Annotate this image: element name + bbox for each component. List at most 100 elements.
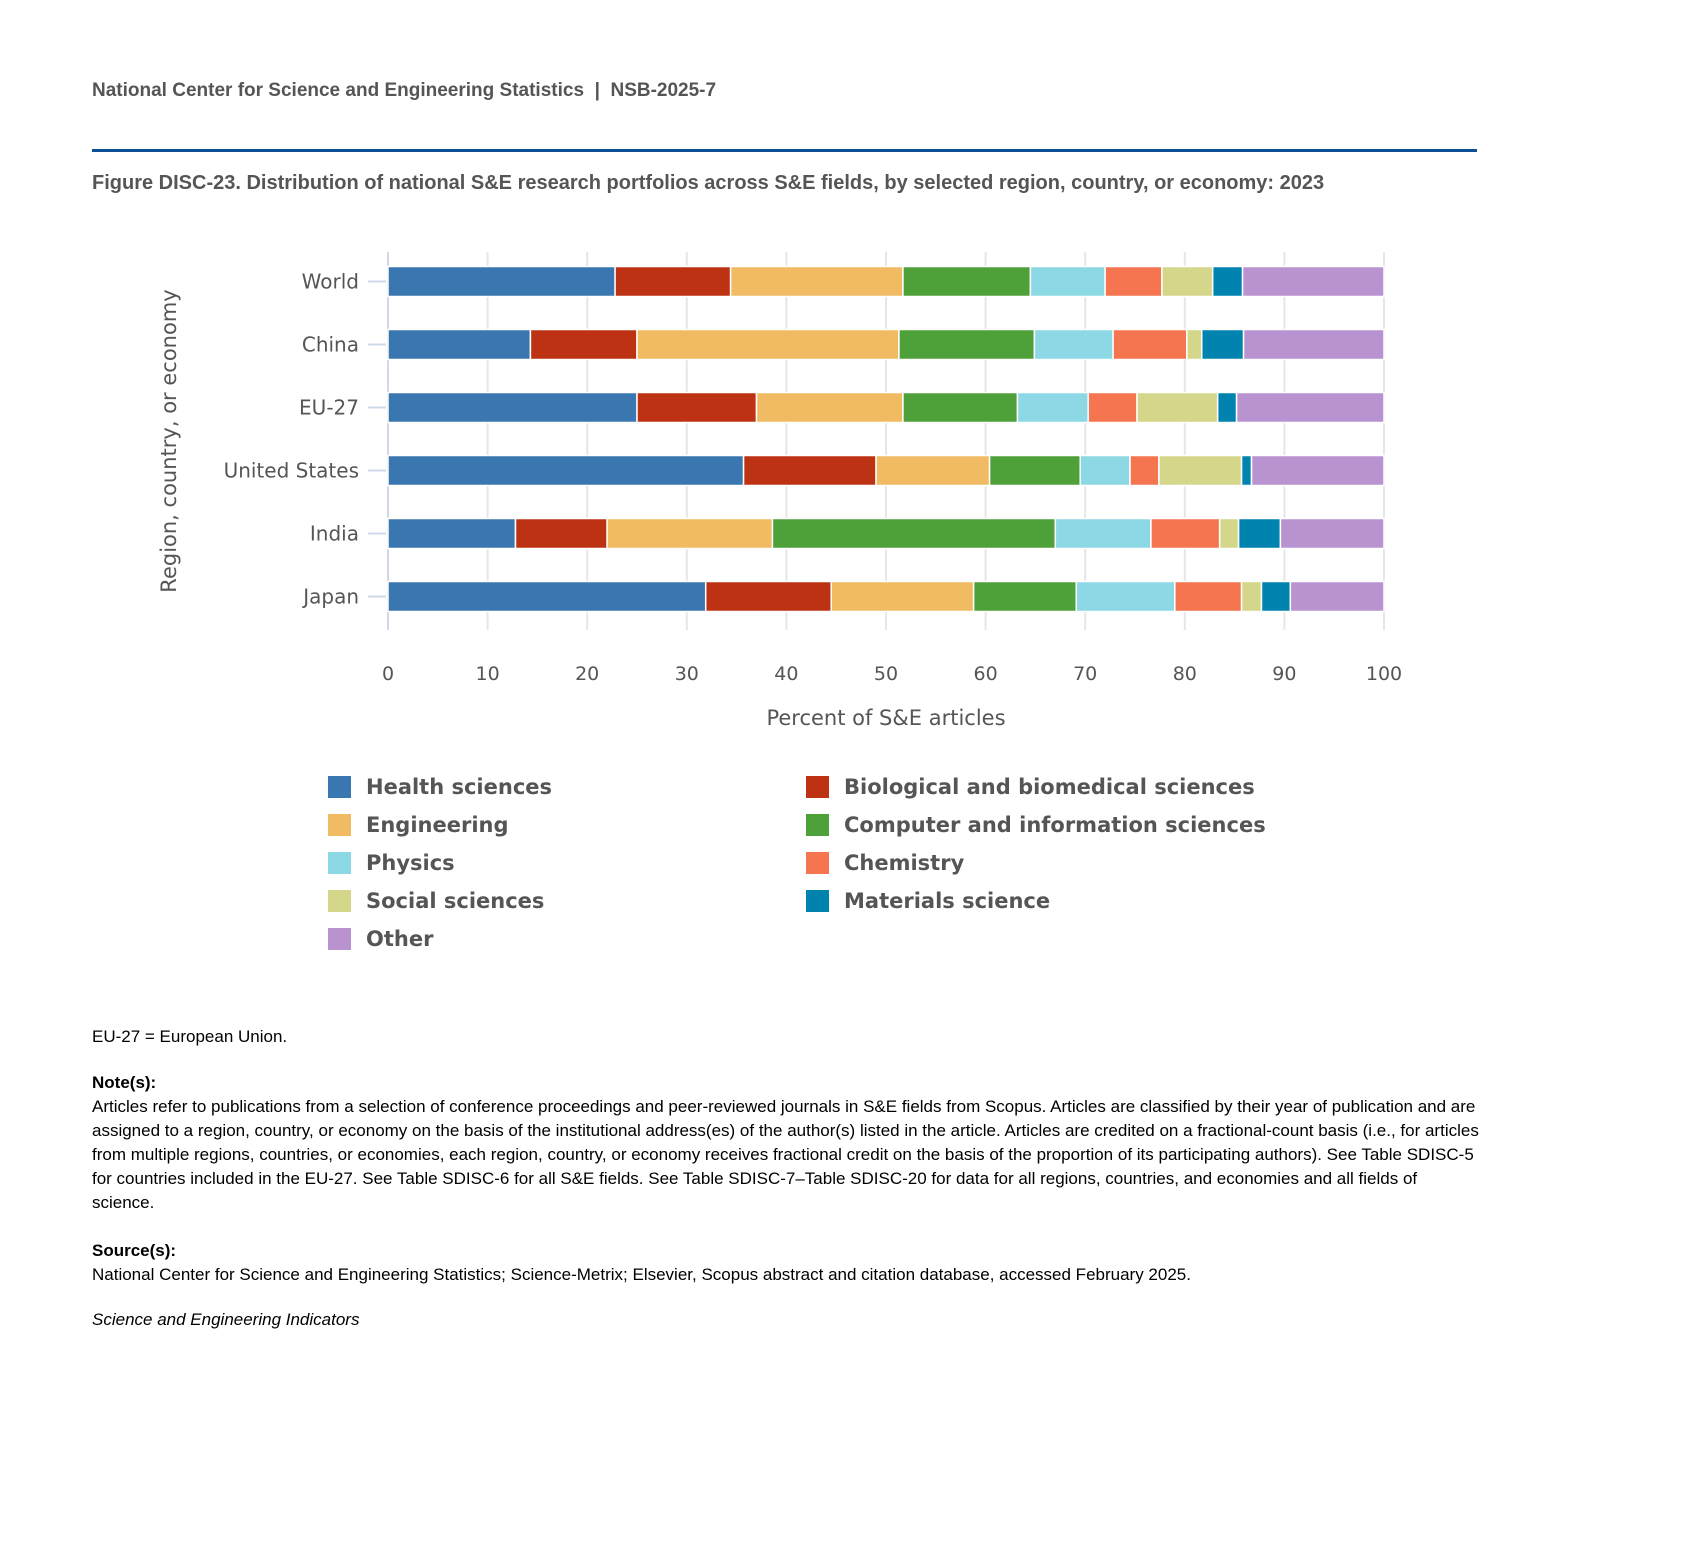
bar-segment bbox=[729, 265, 904, 298]
bar-segment bbox=[1075, 580, 1176, 613]
abbreviation-note: EU-27 = European Union. bbox=[92, 1027, 288, 1046]
legend-item: Computer and information sciences bbox=[806, 813, 1284, 837]
bar-segment bbox=[1218, 517, 1240, 550]
legend-item: Physics bbox=[328, 851, 806, 875]
y-tick-label: United States bbox=[224, 459, 359, 483]
legend-label: Computer and information sciences bbox=[844, 813, 1266, 837]
org-name: National Center for Science and Engineer… bbox=[92, 80, 585, 101]
bar-segment bbox=[988, 454, 1081, 487]
header: National Center for Science and Engineer… bbox=[92, 80, 716, 102]
bar-segment bbox=[972, 580, 1077, 613]
figure-title: Figure DISC-23. Distribution of national… bbox=[92, 172, 1325, 194]
notes-label: Note(s): bbox=[92, 1073, 157, 1092]
legend-swatch bbox=[806, 776, 829, 798]
legend-item: Social sciences bbox=[328, 889, 806, 913]
legend-swatch bbox=[328, 814, 351, 836]
bar-segment bbox=[529, 328, 638, 361]
bar-segment bbox=[1242, 328, 1385, 361]
x-tick-label: 40 bbox=[774, 663, 798, 685]
source-label: Source(s): bbox=[92, 1241, 177, 1260]
bar-segment bbox=[742, 454, 877, 487]
legend-swatch bbox=[328, 852, 351, 874]
bar-segment bbox=[1235, 391, 1385, 424]
bar-segment bbox=[1104, 265, 1163, 298]
header-rule bbox=[92, 149, 1477, 152]
bar-segment bbox=[755, 391, 904, 424]
bar-segment bbox=[1158, 454, 1243, 487]
y-tick-label: Japan bbox=[301, 585, 359, 609]
bar-segment bbox=[1033, 328, 1114, 361]
y-axis-title: Region, country, or economy bbox=[157, 289, 181, 592]
bar-segment bbox=[1029, 265, 1106, 298]
x-tick-label: 70 bbox=[1073, 663, 1097, 685]
x-tick-label: 100 bbox=[1366, 663, 1402, 685]
legend-swatch bbox=[806, 852, 829, 874]
legend-label: Health sciences bbox=[366, 775, 553, 799]
bar-segment bbox=[1186, 328, 1203, 361]
bar-segment bbox=[875, 454, 991, 487]
bar-segment bbox=[387, 454, 745, 487]
chart: 0 10 20 30 40 50 60 70 80 90 100 World China EU-27 Uni… bbox=[157, 252, 1402, 730]
bar-segment bbox=[1161, 265, 1214, 298]
legend-item: Other bbox=[328, 927, 806, 951]
bar-segment bbox=[1279, 517, 1385, 550]
legend-label: Chemistry bbox=[844, 851, 965, 875]
bar-segment bbox=[606, 517, 774, 550]
y-tick-label: India bbox=[310, 522, 359, 546]
legend-label: Physics bbox=[366, 851, 455, 875]
y-tick-label: China bbox=[302, 333, 359, 357]
legend: Health sciences Biological and biomedical… bbox=[328, 775, 1284, 951]
bar-segment bbox=[1087, 391, 1138, 424]
bar-segment bbox=[1054, 517, 1152, 550]
bar-segment bbox=[1237, 517, 1282, 550]
bar-segment bbox=[1129, 454, 1160, 487]
x-tick-label: 10 bbox=[476, 663, 500, 685]
bar-segment bbox=[387, 265, 616, 298]
y-tick-label: World bbox=[302, 270, 359, 294]
bar-segment bbox=[1240, 454, 1253, 487]
bar-segment bbox=[898, 328, 1036, 361]
bar-segment bbox=[902, 265, 1032, 298]
publication-name: Science and Engineering Indicators bbox=[92, 1310, 360, 1329]
legend-label: Other bbox=[366, 927, 434, 951]
bar-segment bbox=[771, 517, 1057, 550]
bar-segment bbox=[1241, 265, 1385, 298]
bar-segment bbox=[1150, 517, 1221, 550]
legend-swatch bbox=[328, 776, 351, 798]
bar-segment bbox=[1289, 580, 1385, 613]
legend-item: Biological and biomedical sciences bbox=[806, 775, 1284, 799]
notes-text: Articles refer to publications from a se… bbox=[92, 1097, 1479, 1212]
bar-segment bbox=[387, 580, 707, 613]
separator: | bbox=[594, 80, 600, 101]
legend-label: Materials science bbox=[844, 889, 1051, 913]
bar-segment bbox=[1112, 328, 1188, 361]
legend-swatch bbox=[328, 928, 351, 950]
report-id: NSB-2025-7 bbox=[610, 80, 717, 101]
bar-segment bbox=[1240, 580, 1263, 613]
x-tick-label: 90 bbox=[1272, 663, 1296, 685]
x-tick-label: 20 bbox=[575, 663, 599, 685]
bar-segment bbox=[1136, 391, 1219, 424]
bar-segment bbox=[1079, 454, 1131, 487]
legend-item: Engineering bbox=[328, 813, 806, 837]
bar-segment bbox=[636, 328, 900, 361]
bar-segment bbox=[1174, 580, 1243, 613]
x-axis-title: Percent of S&E articles bbox=[766, 706, 1005, 730]
legend-swatch bbox=[806, 890, 829, 912]
legend-label: Engineering bbox=[366, 813, 509, 837]
bar-segment bbox=[1260, 580, 1292, 613]
bar-segment bbox=[1211, 265, 1244, 298]
bar-segment bbox=[1016, 391, 1089, 424]
bar-segment bbox=[1216, 391, 1238, 424]
x-tick-label: 60 bbox=[974, 663, 998, 685]
x-tick-label: 50 bbox=[874, 663, 898, 685]
bar-segment bbox=[636, 391, 758, 424]
x-tick-label: 80 bbox=[1173, 663, 1197, 685]
bar-segment bbox=[387, 517, 517, 550]
legend-swatch bbox=[328, 890, 351, 912]
legend-item: Health sciences bbox=[328, 775, 806, 799]
legend-swatch bbox=[806, 814, 829, 836]
bar-segment bbox=[387, 328, 532, 361]
y-tick-label: EU-27 bbox=[299, 396, 359, 420]
bar-segment bbox=[614, 265, 732, 298]
